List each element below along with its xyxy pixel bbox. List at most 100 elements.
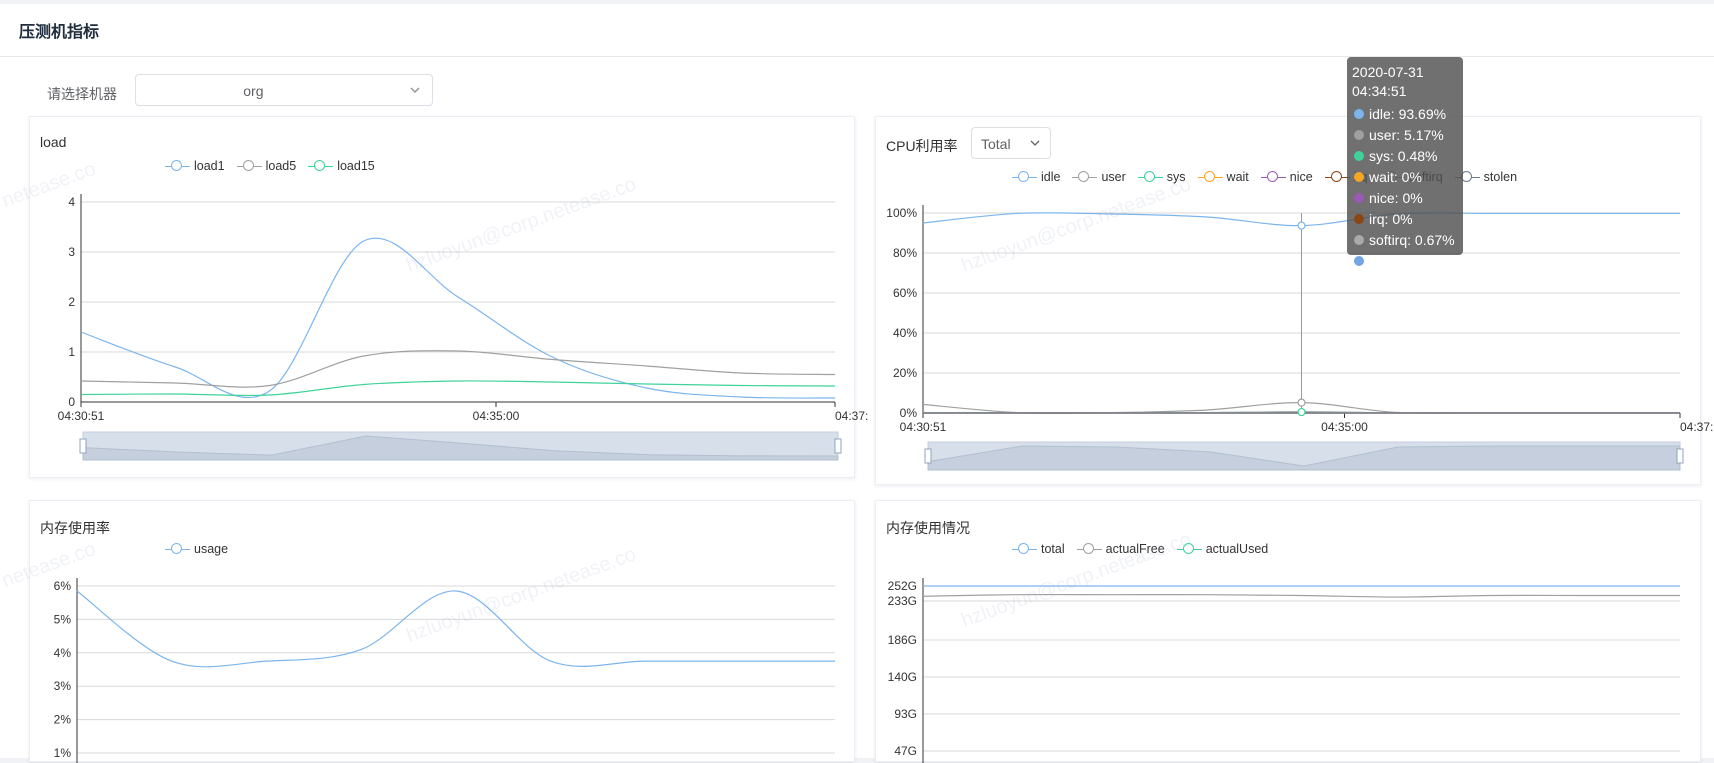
legend-item-user[interactable]: user [1072, 170, 1126, 184]
x-tick-label: 04:37: [835, 409, 868, 423]
x-tick-label: 04:35:00 [473, 409, 520, 423]
hover-point [1297, 407, 1306, 417]
series-line-usage [76, 590, 835, 668]
tooltip-row: irq: 0% [1352, 208, 1458, 229]
tooltip-row: softirq: 0.67% [1352, 229, 1458, 250]
legend-item-wait[interactable]: wait [1197, 170, 1249, 184]
series-dot-icon [1354, 192, 1364, 203]
y-tick-label: 3 [68, 245, 75, 259]
memory-info-chart-title: 内存使用情况 [886, 520, 970, 536]
zoom-handle-icon[interactable] [1676, 448, 1684, 464]
legend-label: usage [194, 542, 229, 556]
machine-filter: 请选择机器 org [0, 74, 600, 110]
series-dot-icon [1354, 129, 1364, 140]
legend-label: idle [1041, 170, 1061, 184]
memory-usage-chart[interactable]: 1% 2% 3% 4% 5% 6% [30, 501, 856, 763]
page-title: 压测机指标 [19, 24, 100, 41]
series-dot-icon [1354, 150, 1364, 161]
legend-item-idle[interactable]: idle [1012, 170, 1060, 184]
legend-swatch-icon [1012, 542, 1037, 556]
y-tick-label: 6% [54, 579, 72, 593]
legend-item-nice[interactable]: nice [1260, 170, 1313, 184]
memory-info-chart-legend: total actualFree actualUsed [1012, 542, 1268, 556]
series-line-load5 [80, 350, 836, 388]
x-tick-label: 04:35:00 [1321, 420, 1368, 434]
y-tick-label: 5% [54, 612, 72, 626]
cpu-chart-panel: CPU利用率 Total idleusersyswaitniceirqsofti… [875, 116, 1713, 486]
legend-label: user [1101, 170, 1126, 184]
tooltip-row: wait: 0% [1352, 166, 1458, 187]
load-chart-title: load [40, 134, 67, 150]
legend-item-usage[interactable]: usage [165, 542, 228, 556]
tooltip-row-text: sys: 0.48% [1369, 147, 1438, 164]
legend-item-stolen[interactable]: stolen [1454, 170, 1518, 184]
y-tick-label: 4 [68, 195, 75, 209]
legend-item-actualused[interactable]: actualUsed [1176, 542, 1269, 556]
memory-info-chart-panel: 内存使用情况 total actualFree actualUsed 47G 93G 1… [875, 500, 1702, 763]
legend-swatch-icon [308, 159, 334, 173]
x-tick-label: 04:30:51 [58, 409, 105, 423]
hover-point [1297, 221, 1306, 230]
x-tick-label: 04:37: [1680, 420, 1713, 434]
legend-item-total[interactable]: total [1012, 542, 1065, 556]
legend-label: stolen [1483, 170, 1518, 184]
tooltip-row: sys: 0.48% [1352, 145, 1458, 166]
series-dot-icon [1354, 234, 1364, 245]
legend-item-actualfree[interactable]: actualFree [1076, 542, 1165, 556]
legend-swatch-icon [1176, 542, 1202, 556]
legend-label: actualFree [1105, 542, 1165, 556]
cpu-chart-tooltip: 2020-07-31 04:34:51 idle: 93.69% user: 5.… [1347, 57, 1463, 269]
memory-usage-chart-legend: usage [165, 542, 228, 556]
series-line-load15 [80, 380, 836, 397]
load-chart[interactable]: 0 1 2 3 4 04:30:51 04:35:00 04:37: [30, 117, 868, 479]
series-dot-icon [1354, 171, 1364, 182]
chevron-down-icon [410, 87, 420, 93]
tooltip-row: nice: 0% [1352, 187, 1458, 208]
legend-swatch-icon [1072, 170, 1098, 184]
legend-item-load5[interactable]: load5 [236, 159, 297, 173]
legend-label: actualUsed [1205, 542, 1269, 556]
y-tick-label: 140G [888, 670, 917, 684]
cpu-chart[interactable]: 0% 20% 40% 60% 80% 100% 04:30:51 04:35:00 04:37: [876, 117, 1713, 486]
tooltip-row-text: nice: 0% [1369, 189, 1423, 206]
load-chart-legend: load1 load5 load15 [165, 159, 375, 173]
legend-swatch-icon [1260, 170, 1286, 184]
machine-select[interactable]: org [135, 74, 433, 106]
legend-swatch-icon [165, 159, 190, 173]
chevron-down-icon [1030, 140, 1040, 146]
x-tick-label: 04:30:51 [900, 420, 947, 434]
memory-usage-chart-title: 内存使用率 [40, 520, 110, 536]
hover-point [1297, 398, 1306, 407]
legend-label: load5 [265, 159, 297, 173]
y-tick-label: 0 [68, 395, 75, 409]
legend-label: load1 [194, 159, 225, 173]
tooltip-title: 2020-07-31 04:34:51 [1352, 64, 1424, 99]
series-dot-icon [1354, 108, 1364, 119]
series-line-actualfree [922, 593, 1680, 598]
series-dot-icon [1354, 255, 1364, 266]
tooltip-row-text: wait: 0% [1369, 168, 1422, 185]
legend-item-load1[interactable]: load1 [165, 159, 225, 173]
zoom-handle-icon[interactable] [79, 438, 87, 454]
series-line-load1 [80, 237, 836, 399]
zoom-handle-icon[interactable] [834, 438, 842, 454]
legend-swatch-icon [1197, 170, 1223, 184]
legend-item-sys[interactable]: sys [1137, 170, 1186, 184]
tooltip-row-text: user: 5.17% [1369, 126, 1444, 143]
y-tick-label: 252G [888, 579, 917, 593]
legend-label: total [1041, 542, 1065, 556]
legend-item-load15[interactable]: load15 [308, 159, 375, 173]
tooltip-row-text: softirq: 0.67% [1369, 231, 1455, 248]
cpu-core-select[interactable]: Total [971, 127, 1051, 159]
legend-swatch-icon [165, 542, 190, 556]
page: 压测机指标 请选择机器 org load load1 load5 load15 0 1… [0, 4, 1714, 763]
legend-label: load15 [337, 159, 375, 173]
y-tick-label: 80% [893, 246, 917, 260]
y-tick-label: 233G [888, 594, 917, 608]
y-tick-label: 40% [893, 326, 917, 340]
series-dot-icon [1354, 213, 1364, 224]
cpu-chart-title: CPU利用率 [886, 138, 958, 154]
zoom-handle-icon[interactable] [924, 448, 932, 464]
legend-swatch-icon [1324, 170, 1350, 184]
